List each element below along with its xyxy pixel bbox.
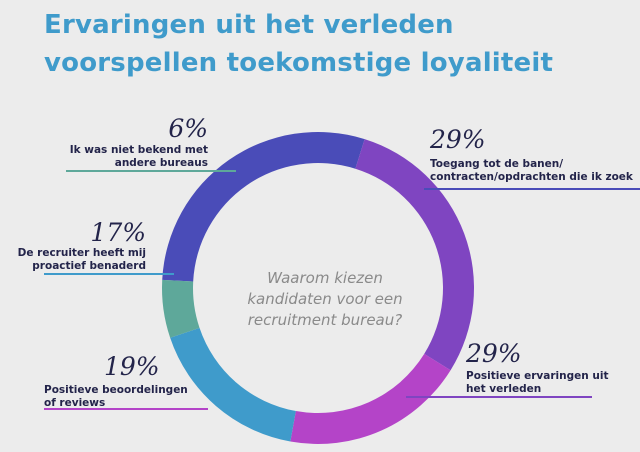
- slice-4-label-line-1: Ik was niet bekend met: [69, 144, 208, 156]
- donut-slice-2: [290, 353, 451, 444]
- slice-0-label-line-2: contracten/opdrachten die ik zoek: [430, 171, 633, 183]
- donut-slice-3: [170, 327, 296, 442]
- slice-1-leader-line: [406, 396, 592, 398]
- center-line-3: recruitment bureau?: [247, 311, 403, 329]
- slice-0-label-line-1: Toegang tot de banen/: [430, 158, 564, 170]
- slice-4-percent-label: 6%: [168, 114, 208, 143]
- center-line-1: Waarom kiezen: [267, 269, 383, 287]
- slice-1-label-line-2: het verleden: [466, 383, 542, 395]
- slice-0-category-label: Toegang tot de banen/ contracten/opdrach…: [430, 158, 633, 184]
- slice-3-category-label: De recruiter heeft mij proactief benader…: [18, 247, 146, 273]
- slice-2-leader-line: [44, 408, 208, 410]
- donut-slice-0: [162, 131, 365, 282]
- slice-1-percent-label: 29%: [466, 339, 522, 368]
- slice-3-percent-label: 17%: [90, 218, 146, 247]
- slice-3-leader-line: [44, 273, 174, 275]
- slice-2-label-line-2: of reviews: [44, 397, 106, 409]
- title-line-1: Ervaringen uit het verleden: [44, 10, 454, 40]
- title-line-2: voorspellen toekomstige loyaliteit: [44, 48, 554, 78]
- donut-center-question: Waarom kiezen kandidaten voor een recrui…: [220, 268, 430, 331]
- slice-3-label-line-1: De recruiter heeft mij: [17, 247, 146, 259]
- slice-0-percent-label: 29%: [430, 125, 486, 154]
- slice-1-label-line-1: Positieve ervaringen uit: [466, 370, 609, 382]
- slice-2-percent-label: 19%: [104, 352, 160, 381]
- slice-2-label-line-1: Positieve beoordelingen: [44, 384, 188, 396]
- center-line-2: kandidaten voor een: [247, 290, 403, 308]
- slice-4-leader-line: [66, 170, 236, 172]
- slice-3-label-line-2: proactief benaderd: [32, 260, 146, 272]
- page-title: Ervaringen uit het verleden voorspellen …: [44, 6, 634, 82]
- slice-0-leader-line: [424, 188, 640, 190]
- donut-slice-1: [355, 139, 475, 371]
- slice-1-category-label: Positieve ervaringen uit het verleden: [466, 370, 608, 396]
- slice-4-label-line-2: andere bureaus: [114, 157, 208, 169]
- donut-slices: [161, 131, 475, 444]
- donut-slice-4: [161, 279, 200, 338]
- slice-2-category-label: Positieve beoordelingen of reviews: [44, 384, 188, 410]
- slice-4-category-label: Ik was niet bekend met andere bureaus: [70, 144, 208, 170]
